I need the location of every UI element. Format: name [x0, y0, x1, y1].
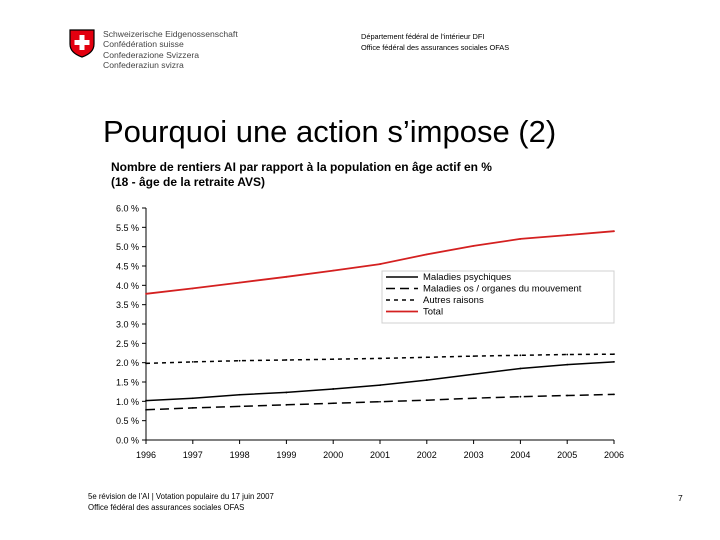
- y-tick-label: 3.0 %: [116, 320, 139, 330]
- data-point: [332, 269, 335, 272]
- page-number: 7: [678, 493, 683, 503]
- data-point: [613, 360, 615, 363]
- department-info: Département fédéral de l'intérieur DFI O…: [361, 32, 509, 53]
- data-point: [566, 394, 569, 397]
- data-point: [519, 367, 522, 370]
- data-point: [145, 399, 147, 402]
- data-point: [379, 384, 381, 386]
- data-point: [191, 287, 194, 290]
- data-point: [238, 405, 241, 408]
- confederation-line: Confederazione Svizzera: [103, 49, 200, 60]
- data-point: [566, 363, 569, 366]
- y-tick-label: 0.5 %: [116, 416, 139, 426]
- data-point: [238, 359, 241, 362]
- x-tick-label: 2001: [370, 450, 390, 460]
- chart: Nombre de rentiers AI par rapport à la p…: [100, 152, 640, 470]
- x-tick-label: 2003: [464, 450, 484, 460]
- y-tick-label: 6.0 %: [116, 204, 139, 214]
- data-point: [145, 362, 147, 365]
- y-tick-label: 3.5 %: [116, 300, 139, 310]
- data-point: [519, 238, 522, 240]
- data-point: [285, 391, 288, 394]
- x-tick-label: 2005: [557, 450, 577, 460]
- data-point: [191, 360, 194, 363]
- footer-line: 5e révision de l’AI | Votation populaire…: [88, 492, 274, 501]
- y-tick-label: 1.5 %: [116, 378, 139, 388]
- data-point: [566, 353, 569, 356]
- data-point: [191, 407, 194, 409]
- data-point: [285, 275, 288, 278]
- confederation-line: Schweizerische Eidgenossenschaft: [103, 29, 238, 39]
- series-line: [145, 393, 615, 411]
- legend-box: [381, 270, 615, 324]
- data-point: [379, 400, 381, 403]
- chart-title: Nombre de rentiers AI par rapport à la p…: [111, 160, 492, 174]
- data-point: [379, 263, 381, 265]
- data-point: [425, 356, 428, 359]
- data-point: [472, 397, 475, 400]
- y-tick-label: 4.0 %: [116, 281, 139, 291]
- department-line: Département fédéral de l'intérieur DFI: [361, 32, 485, 41]
- data-point: [379, 357, 381, 360]
- data-point: [613, 353, 615, 356]
- footer: 5e révision de l’AI | Votation populaire…: [88, 492, 274, 513]
- y-tick-label: 5.5 %: [116, 223, 139, 233]
- x-tick-label: 2004: [510, 450, 530, 460]
- y-tick-label: 0.0 %: [116, 436, 139, 446]
- x-tick-label: 2002: [417, 450, 437, 460]
- data-point: [238, 281, 241, 284]
- y-tick-label: 1.0 %: [116, 397, 139, 407]
- x-tick-label: 1999: [276, 450, 296, 460]
- data-point: [472, 244, 475, 247]
- data-point: [191, 397, 194, 400]
- data-point: [472, 355, 475, 357]
- legend-label: Total: [423, 307, 443, 318]
- chart-subtitle: (18 - âge de la retraite AVS): [111, 175, 265, 189]
- confederation-line: Confederaziun svizra: [103, 60, 184, 71]
- data-point: [285, 403, 288, 406]
- line-chart: Nombre de rentiers AI par rapport à la p…: [111, 160, 624, 460]
- data-point: [472, 373, 475, 376]
- y-tick-label: 2.0 %: [116, 358, 139, 368]
- data-point: [332, 358, 335, 361]
- department-line: Office fédéral des assurances sociales O…: [361, 42, 510, 52]
- data-point: [613, 393, 615, 396]
- data-point: [566, 234, 569, 236]
- data-point: [145, 408, 147, 411]
- x-tick-label: 1998: [230, 450, 250, 460]
- data-point: [145, 292, 147, 295]
- data-point: [332, 402, 335, 405]
- data-point: [519, 354, 522, 357]
- x-tick-label: 2006: [604, 450, 624, 460]
- x-tick-label: 1997: [183, 450, 203, 460]
- y-tick-label: 4.5 %: [116, 262, 139, 272]
- y-tick-label: 5.0 %: [116, 242, 139, 252]
- data-point: [285, 359, 288, 361]
- x-tick-label: 1996: [136, 450, 156, 460]
- series-line: [145, 361, 615, 402]
- legend-label: Maladies psychiques: [423, 272, 511, 283]
- confederation-names: Schweizerische Eidgenossenschaft Confédé…: [103, 29, 238, 71]
- slide-title: Pourquoi une action s’impose (2): [103, 114, 557, 149]
- data-point: [425, 399, 428, 402]
- swiss-cross-logo: [69, 29, 95, 58]
- y-tick-label: 2.5 %: [116, 339, 139, 349]
- data-point: [519, 395, 522, 398]
- x-tick-label: 2000: [323, 450, 343, 460]
- footer-line: Office fédéral des assurances sociales O…: [88, 502, 245, 512]
- legend-label: Autres raisons: [423, 295, 484, 306]
- data-point: [332, 388, 335, 390]
- data-point: [425, 253, 428, 256]
- data-point: [613, 230, 615, 233]
- data-point: [238, 393, 241, 396]
- legend-label: Maladies os / organes du mouvement: [423, 284, 582, 295]
- data-point: [425, 379, 428, 381]
- confederation-line: Confédération suisse: [103, 39, 184, 50]
